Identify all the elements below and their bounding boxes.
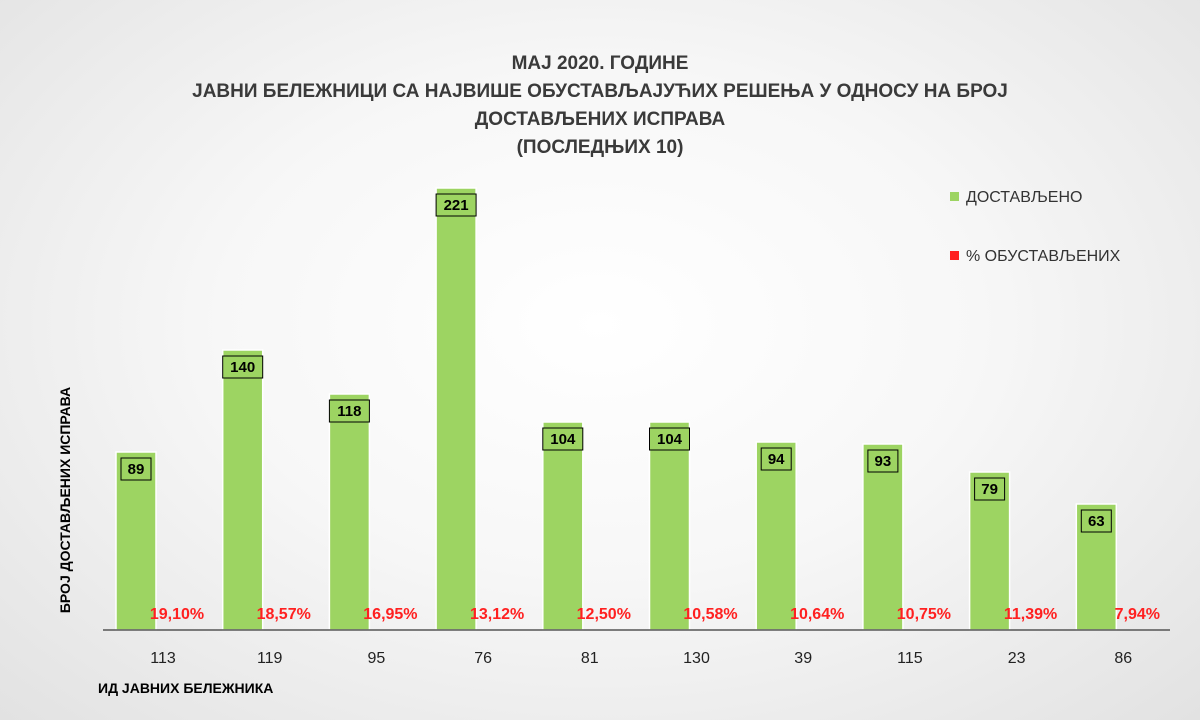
x-tick-label-23: 23 (1008, 650, 1026, 667)
bar-value-box-81 (542, 427, 584, 451)
bar-value-label-130: 104 (657, 431, 683, 448)
x-tick-label-95: 95 (368, 650, 386, 667)
chart-title-line-4: (ПОСЛЕДЊИХ 10) (516, 137, 684, 158)
x-tick-label-115: 115 (897, 650, 923, 667)
percent-label-119: 18,57% (257, 606, 311, 623)
percent-label-39: 10,64% (790, 606, 844, 623)
x-tick-label-130: 130 (683, 650, 710, 667)
chart-title: МАЈ 2020. ГОДИНЕ ЈАВНИ БЕЛЕЖНИЦИ СА НАЈВ… (0, 50, 1200, 162)
bar-113 (115, 451, 157, 631)
x-tick-label-86: 86 (1114, 650, 1132, 667)
percent-label-76: 13,12% (470, 606, 524, 623)
chart-title-line-2: ЈАВНИ БЕЛЕЖНИЦИ СА НАЈВИШЕ ОБУСТАВЉАЈУЋИ… (192, 81, 1008, 102)
percent-label-113: 19,10% (150, 606, 204, 623)
chart-title-line-1: МАЈ 2020. ГОДИНЕ (511, 53, 689, 74)
percent-label-130: 10,58% (683, 606, 737, 623)
bar-value-label-115: 93 (875, 453, 892, 470)
x-tick-label-76: 76 (474, 650, 492, 667)
bar-value-box-119 (222, 355, 264, 379)
bar-value-label-95: 118 (337, 403, 361, 420)
bar-39 (755, 441, 797, 631)
bar-value-label-81: 104 (550, 431, 576, 448)
bar-115 (862, 443, 904, 631)
x-axis-label: ИД ЈАВНИХ БЕЛЕЖНИКА (98, 680, 273, 696)
percent-label-86: 7,94% (1115, 606, 1160, 623)
bar-value-label-113: 89 (128, 461, 145, 478)
percent-label-23: 11,39% (1004, 606, 1057, 623)
bar-value-label-86: 63 (1088, 513, 1105, 530)
bar-value-box-115 (867, 449, 899, 473)
y-axis-label: БРОЈ ДОСТАВЉЕНИХ ИСПРАВА (57, 387, 73, 613)
bar-95 (328, 393, 371, 631)
legend: ДОСТАВЉЕНО % ОБУСТАВЉЕНИХ (950, 189, 1121, 265)
bar-130 (648, 421, 691, 631)
bar-group (115, 187, 1118, 631)
chart-title-line-3: ДОСТАВЉЕНИХ ИСПРАВА (474, 109, 726, 130)
bar-value-box-95 (328, 399, 370, 423)
bar-label-group: 89 140 118 221 104 104 94 93 79 63 (120, 193, 1112, 533)
bar-76 (435, 187, 477, 631)
bar-value-label-39: 94 (768, 451, 785, 468)
percent-label-81: 12,50% (577, 606, 631, 623)
percent-label-115: 10,75% (897, 606, 951, 623)
bar-value-label-76: 221 (444, 197, 469, 214)
bar-81 (542, 421, 584, 631)
bar-value-box-76 (435, 193, 477, 217)
x-tick-label-39: 39 (794, 650, 812, 667)
bar-value-box-39 (760, 447, 792, 471)
x-tick-label-81: 81 (581, 650, 599, 667)
legend-label-delivered: ДОСТАВЉЕНО (966, 189, 1082, 206)
x-tick-label-113: 113 (150, 650, 176, 667)
bar-value-box-113 (120, 457, 152, 481)
bar-value-label-23: 79 (981, 481, 998, 498)
x-tick-label-119: 119 (257, 650, 283, 667)
legend-swatch-delivered (950, 192, 959, 201)
legend-swatch-percent (950, 251, 959, 260)
bar-value-box-86 (1080, 509, 1112, 533)
x-tick-label-group: 113 119 95 76 81 130 39 115 23 86 (150, 650, 1132, 667)
bar-value-label-119: 140 (230, 359, 255, 376)
bar-value-box-23 (974, 477, 1006, 501)
bar-119 (221, 349, 264, 631)
percent-label-group: 19,10% 18,57% 16,95% 13,12% 12,50% 10,58% 10,6… (150, 606, 1160, 623)
bar-value-box-130 (649, 427, 690, 451)
percent-label-95: 16,95% (363, 606, 417, 623)
legend-label-percent: % ОБУСТАВЉЕНИХ (966, 248, 1121, 265)
